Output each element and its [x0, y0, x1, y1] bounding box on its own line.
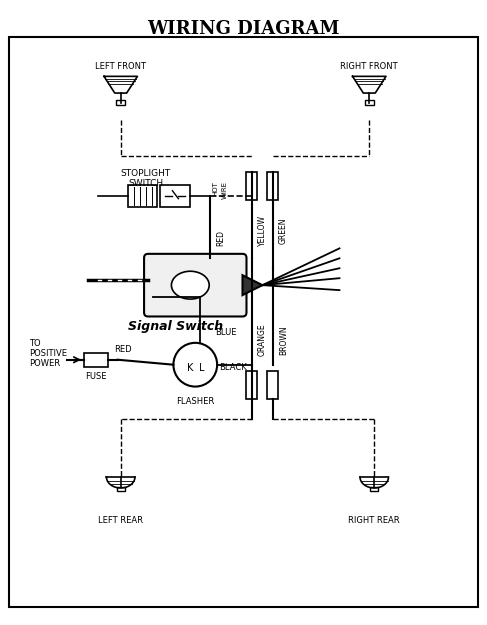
Bar [84, 352, 108, 367]
Text: L: L [200, 362, 205, 372]
Bar [161, 185, 190, 207]
Circle shape [173, 343, 217, 387]
Text: YELLOW: YELLOW [258, 215, 267, 246]
Bar [116, 100, 126, 105]
Text: RIGHT FRONT: RIGHT FRONT [340, 62, 398, 71]
Text: RIGHT REAR: RIGHT REAR [348, 516, 400, 525]
Bar [370, 487, 378, 491]
Text: POSITIVE: POSITIVE [29, 349, 67, 358]
Text: GREEN: GREEN [279, 217, 288, 244]
Text: RED: RED [216, 231, 225, 246]
Text: LEFT REAR: LEFT REAR [98, 516, 143, 525]
Text: K: K [187, 362, 193, 372]
Text: Signal Switch: Signal Switch [128, 321, 223, 334]
FancyBboxPatch shape [144, 254, 246, 316]
Text: RED: RED [114, 345, 131, 354]
Text: STOPLIGHT: STOPLIGHT [120, 169, 170, 177]
Text: FUSE: FUSE [85, 372, 107, 381]
Text: HOT: HOT [212, 181, 218, 196]
Text: ORANGE: ORANGE [258, 324, 267, 356]
Bar [117, 487, 125, 491]
Text: FLASHER: FLASHER [176, 396, 214, 406]
Bar [246, 172, 258, 199]
Text: BLUE: BLUE [215, 328, 237, 337]
Ellipse shape [171, 271, 209, 299]
Text: TO: TO [29, 339, 41, 348]
Text: WIRE: WIRE [222, 181, 228, 199]
Polygon shape [243, 275, 262, 295]
Bar [128, 185, 157, 207]
Text: BLACK: BLACK [219, 363, 247, 372]
Bar [246, 371, 258, 399]
Text: POWER: POWER [29, 359, 60, 368]
Text: WIRING DIAGRAM: WIRING DIAGRAM [147, 19, 340, 38]
Text: LEFT FRONT: LEFT FRONT [95, 62, 146, 71]
Text: BROWN: BROWN [279, 325, 288, 354]
Bar [364, 100, 374, 105]
Bar [267, 371, 278, 399]
Bar [267, 172, 278, 199]
Text: SWITCH: SWITCH [128, 179, 163, 187]
